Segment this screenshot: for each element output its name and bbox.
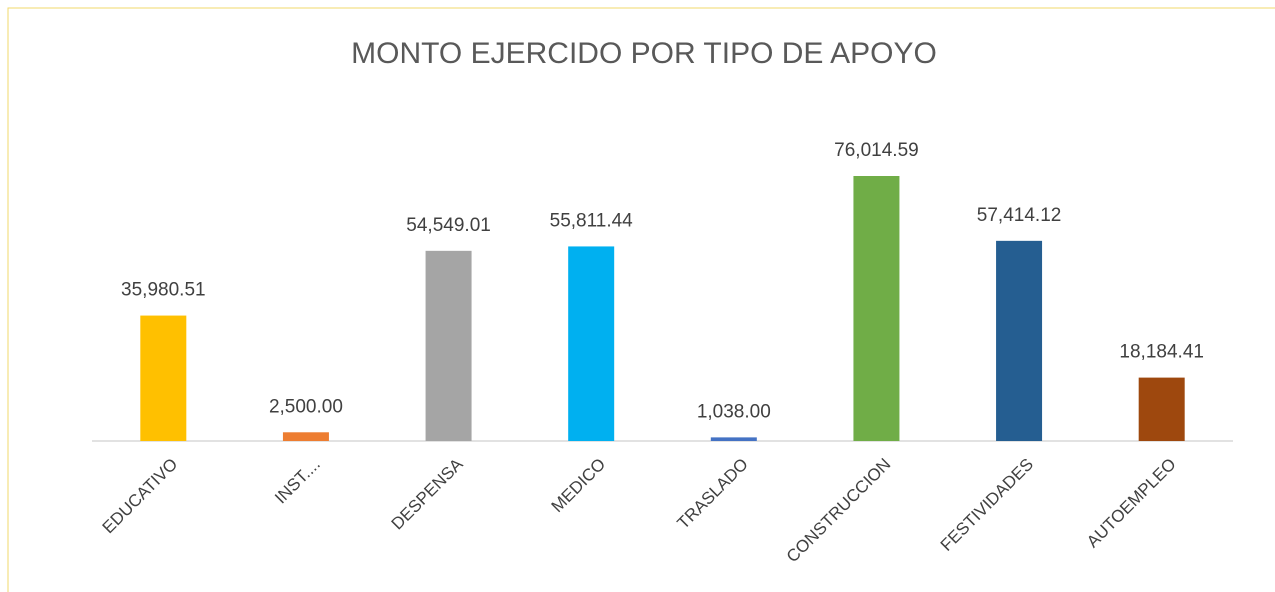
bar — [282, 432, 329, 441]
x-tick-label: INST.... — [271, 455, 324, 508]
bar — [1138, 377, 1185, 441]
data-label: 54,549.01 — [406, 215, 491, 236]
chart-frame — [7, 7, 1275, 592]
bar — [140, 315, 187, 441]
bar — [996, 240, 1043, 441]
chart-title: MONTO EJERCIDO POR TIPO DE APOYO — [351, 37, 937, 70]
data-label: 76,014.59 — [834, 140, 919, 161]
data-label: 1,038.00 — [697, 401, 771, 422]
bar — [425, 250, 472, 441]
data-label: 35,980.51 — [121, 280, 206, 301]
x-tick-label: EDUCATIVO — [99, 455, 182, 538]
data-label: 55,811.44 — [550, 210, 634, 231]
x-tick-label: TRASLADO — [674, 455, 752, 533]
x-tick-label: AUTOEMPLEO — [1083, 455, 1180, 552]
data-label: 57,414.12 — [977, 205, 1062, 226]
data-label: 18,184.41 — [1119, 342, 1204, 363]
x-tick-label: DESPENSA — [388, 454, 467, 533]
data-label: 2,500.00 — [269, 396, 343, 417]
x-tick-label: FESTIVIDADES — [937, 455, 1037, 555]
bar — [853, 176, 900, 441]
bar — [710, 437, 757, 441]
bar — [568, 246, 615, 441]
x-tick-label: MEDICO — [548, 455, 610, 517]
x-tick-label: CONSTRUCCION — [783, 455, 895, 567]
